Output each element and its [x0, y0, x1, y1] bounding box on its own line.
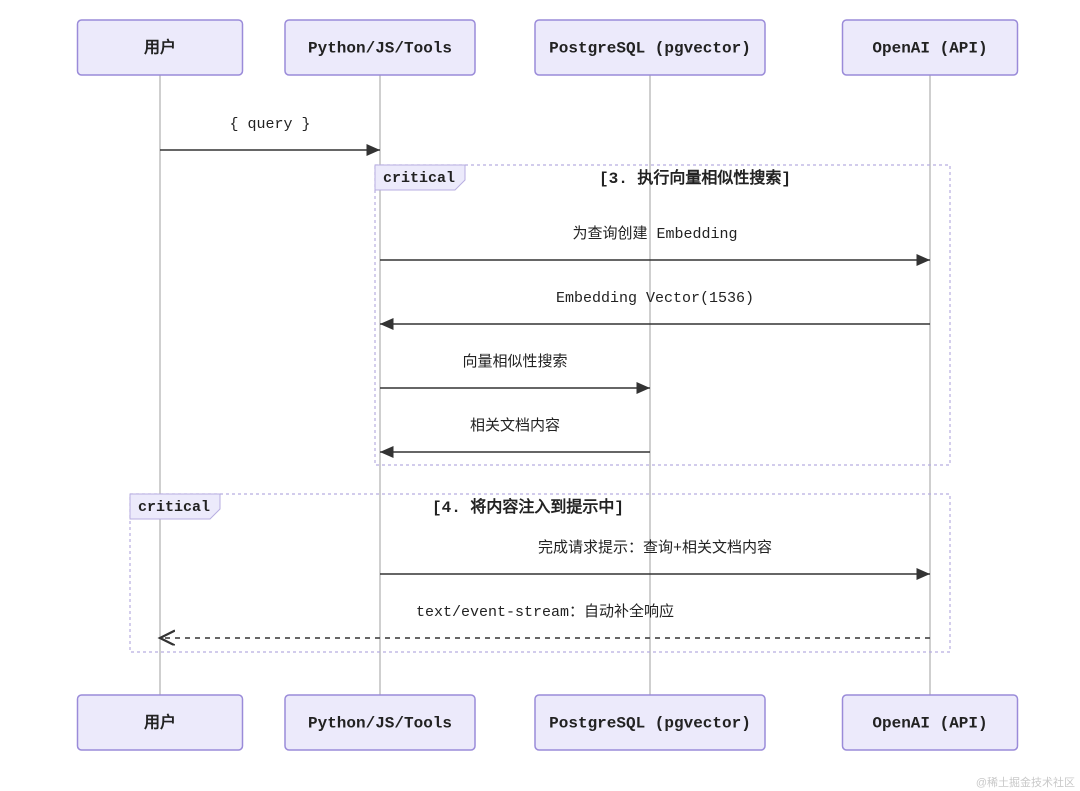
message-4: 相关文档内容: [380, 417, 650, 452]
message-5: 完成请求提示：查询+相关文档内容: [380, 539, 930, 574]
actor-openai: OpenAI (API): [843, 20, 1018, 75]
actor-label-user: 用户: [144, 38, 176, 58]
actor-tools: Python/JS/Tools: [285, 695, 475, 750]
actor-openai: OpenAI (API): [843, 695, 1018, 750]
frame-title-0: [3. 执行向量相似性搜索]: [599, 168, 791, 188]
actor-user: 用户: [78, 695, 243, 750]
actor-label-user: 用户: [144, 713, 176, 733]
actor-pg: PostgreSQL (pgvector): [535, 20, 765, 75]
message-2: Embedding Vector(1536): [380, 290, 930, 324]
message-label-6: text/event-stream：自动补全响应: [416, 602, 674, 621]
frame-title-1: [4. 将内容注入到提示中]: [432, 497, 624, 517]
watermark: @稀土掘金技术社区: [976, 775, 1075, 789]
frame-0: critical [3. 执行向量相似性搜索]: [375, 165, 950, 465]
message-6: text/event-stream：自动补全响应: [160, 602, 930, 638]
actor-pg: PostgreSQL (pgvector): [535, 695, 765, 750]
message-3: 向量相似性搜索: [380, 353, 650, 388]
message-1: 为查询创建 Embedding: [380, 225, 930, 260]
frame-tag-0: critical: [383, 170, 455, 187]
actor-label-tools: Python/JS/Tools: [308, 715, 452, 733]
actor-label-pg: PostgreSQL (pgvector): [549, 40, 751, 58]
message-label-5: 完成请求提示：查询+相关文档内容: [538, 539, 772, 557]
frame-1: critical [4. 将内容注入到提示中]: [130, 494, 950, 652]
message-label-0: { query }: [229, 116, 310, 133]
actor-label-tools: Python/JS/Tools: [308, 40, 452, 58]
message-label-4: 相关文档内容: [470, 417, 560, 435]
actor-label-openai: OpenAI (API): [872, 40, 987, 58]
actor-tools: Python/JS/Tools: [285, 20, 475, 75]
actor-user: 用户: [78, 20, 243, 75]
message-label-3: 向量相似性搜索: [462, 353, 567, 371]
message-label-1: 为查询创建 Embedding: [572, 225, 737, 243]
frame-tag-1: critical: [138, 499, 210, 516]
actor-label-openai: OpenAI (API): [872, 715, 987, 733]
message-0: { query }: [160, 116, 380, 150]
actor-label-pg: PostgreSQL (pgvector): [549, 715, 751, 733]
message-label-2: Embedding Vector(1536): [556, 290, 754, 307]
sequence-diagram: critical [3. 执行向量相似性搜索] critical [4. 将内容注入到…: [0, 0, 1080, 791]
